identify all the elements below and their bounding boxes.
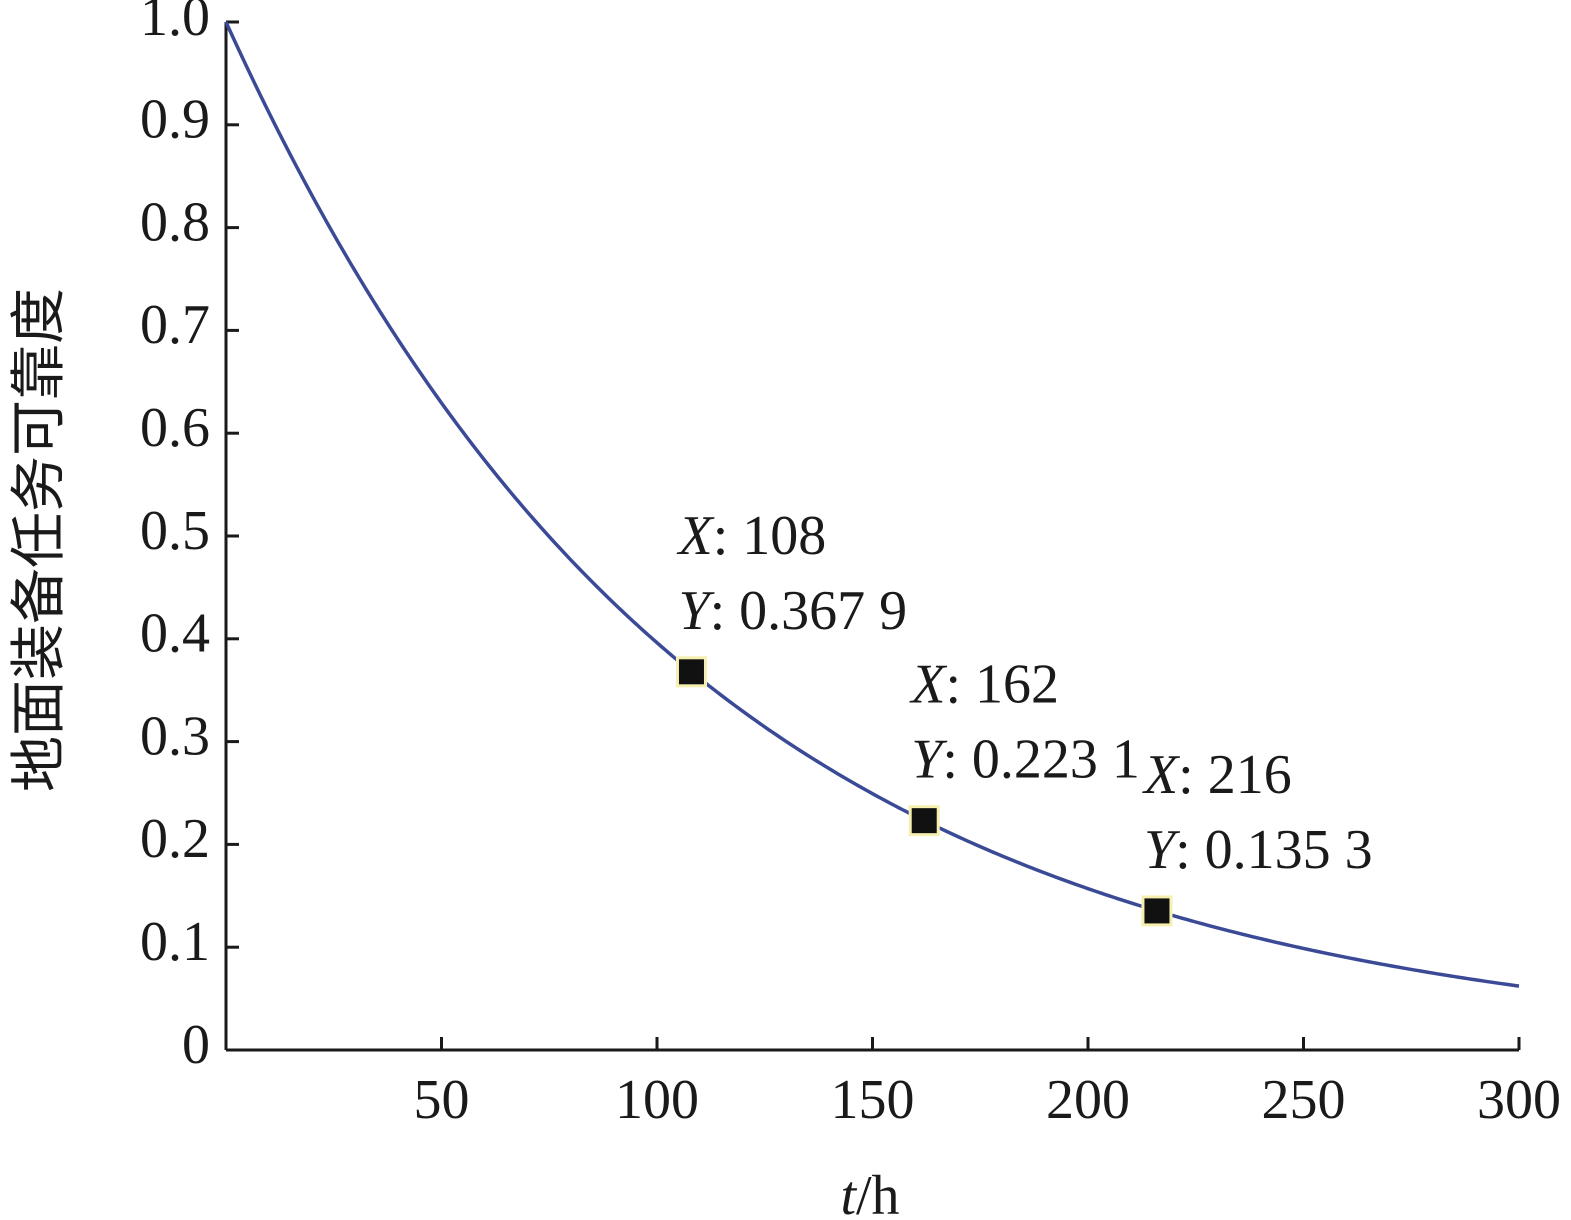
markers — [675, 656, 1173, 927]
x-tick-label: 50 — [414, 1069, 470, 1131]
annotation-x-label: X: 108 — [676, 505, 826, 567]
data-point-marker — [908, 805, 940, 837]
y-tick-label: 0.2 — [140, 808, 210, 870]
y-tick-label: 1.0 — [140, 0, 210, 48]
x-tick-label: 250 — [1262, 1069, 1346, 1131]
y-tick-label: 0.3 — [140, 705, 210, 767]
y-tick-label: 0.6 — [140, 397, 210, 459]
x-tick-label: 150 — [831, 1069, 915, 1131]
y-ticks: 0 0.1 0.2 0.3 0.4 0.5 0.6 0.7 0.8 0.9 1.0 — [140, 0, 239, 1076]
y-axis-title: 地面装备任务可靠度 — [9, 288, 71, 792]
reliability-curve — [224, 21, 1520, 988]
y-tick-label: 0.1 — [140, 911, 210, 973]
y-tick-label: 0.5 — [140, 500, 210, 562]
x-tick-label: 200 — [1046, 1069, 1130, 1131]
data-point-marker — [1141, 895, 1173, 927]
data-point-marker — [675, 656, 707, 688]
annotations: X: 108 Y: 0.367 9X: 162 Y: 0.223 1 X: 216 Y:… — [676, 505, 1372, 881]
x-axis-title-unit: /h — [856, 1165, 900, 1220]
y-tick-label: 0.7 — [140, 294, 210, 356]
x-axis-title-var: t — [840, 1165, 857, 1220]
axes — [224, 22, 1519, 1052]
y-tick-label: 0 — [182, 1014, 210, 1076]
x-tick-label: 300 — [1477, 1069, 1561, 1131]
y-tick-label: 0.8 — [140, 191, 210, 253]
annotation-y-label: Y: 0.367 9 — [678, 580, 907, 642]
y-tick-label: 0.4 — [140, 603, 210, 665]
x-tick-label: 100 — [615, 1069, 699, 1131]
annotation-x-label: X: 162 — [909, 654, 1059, 716]
x-ticks: 50 100 150 200 250 300 — [414, 1037, 1561, 1131]
annotation-y-label: Y: 0.223 1 — [911, 729, 1140, 791]
annotation-y-label: Y: 0.135 3 — [1144, 819, 1373, 881]
x-axis-title: t/h — [840, 1165, 899, 1220]
annotation-x-label: X: 216 — [1142, 744, 1292, 806]
y-tick-label: 0.9 — [140, 89, 210, 151]
